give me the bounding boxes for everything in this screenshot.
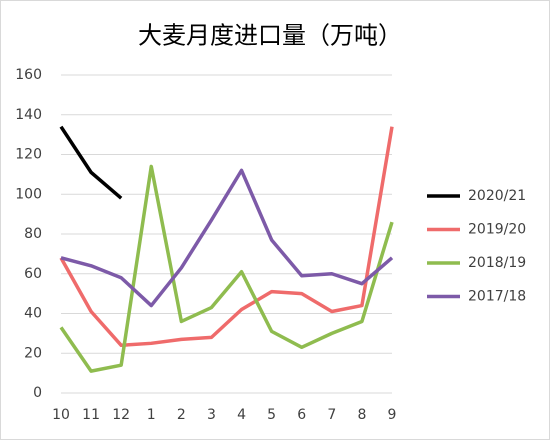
series-line (59, 126, 394, 348)
x-tick-label: 3 (207, 407, 216, 423)
series-line (59, 125, 123, 200)
x-tick-label: 11 (82, 407, 100, 423)
y-tick-label: 40 (24, 306, 42, 322)
x-tick-label: 8 (357, 407, 366, 423)
y-tick-label: 20 (24, 345, 42, 361)
x-tick-label: 7 (327, 407, 336, 423)
x-tick-label: 10 (52, 407, 70, 423)
legend-label: 2019/20 (468, 222, 526, 238)
chart-title: 大麦月度进口量（万吨） (138, 22, 402, 50)
series-line (60, 168, 394, 308)
y-tick-label: 60 (24, 266, 42, 282)
y-tick-label: 160 (15, 67, 42, 83)
y-tick-label: 120 (15, 147, 42, 163)
x-tick-label: 6 (297, 407, 306, 423)
x-tick-label: 2 (177, 407, 186, 423)
x-tick-label: 12 (112, 407, 130, 423)
x-tick-label: 4 (237, 407, 246, 423)
x-tick-label: 5 (267, 407, 276, 423)
y-tick-label: 80 (24, 226, 42, 242)
legend-label: 2020/21 (468, 188, 526, 204)
legend-label: 2018/19 (468, 255, 526, 271)
series-line (59, 164, 394, 373)
legend-label: 2017/18 (468, 289, 526, 305)
y-tick-label: 0 (33, 385, 42, 401)
y-tick-label: 100 (15, 186, 42, 202)
x-tick-label: 9 (388, 407, 397, 423)
x-tick-label: 1 (147, 407, 156, 423)
y-tick-label: 140 (15, 107, 42, 123)
